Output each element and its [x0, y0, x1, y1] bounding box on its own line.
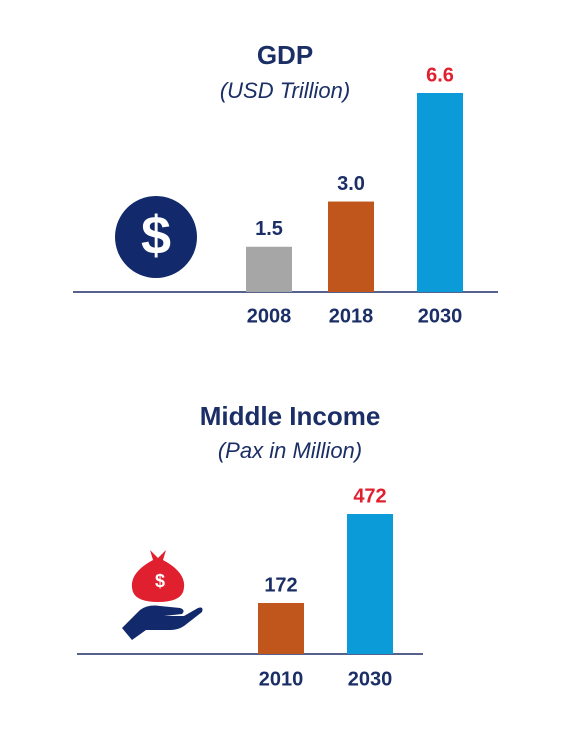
value-label: 172 — [264, 574, 297, 596]
bar — [328, 201, 374, 292]
value-label: 472 — [353, 485, 386, 507]
chart-subtitle: (USD Trillion) — [220, 78, 350, 103]
value-label: 1.5 — [255, 218, 283, 240]
value-label: 6.6 — [426, 64, 454, 86]
x-tick-label: 2008 — [247, 305, 292, 327]
x-tick-label: 2030 — [418, 305, 463, 327]
bar — [417, 93, 463, 292]
chart-subtitle: (Pax in Million) — [218, 438, 362, 463]
chart-title: GDP — [257, 40, 313, 70]
money-hand-icon: $ — [122, 550, 203, 640]
dollar-icon: $ — [115, 196, 197, 278]
chart-title: Middle Income — [200, 401, 381, 431]
svg-text:$: $ — [155, 571, 165, 591]
value-label: 3.0 — [337, 173, 365, 195]
x-tick-label: 2010 — [259, 668, 304, 690]
x-tick-label: 2018 — [329, 305, 374, 327]
x-tick-label: 2030 — [348, 668, 393, 690]
bar — [347, 514, 393, 654]
bar — [246, 246, 292, 292]
svg-text:$: $ — [141, 205, 171, 265]
bar — [258, 602, 304, 654]
